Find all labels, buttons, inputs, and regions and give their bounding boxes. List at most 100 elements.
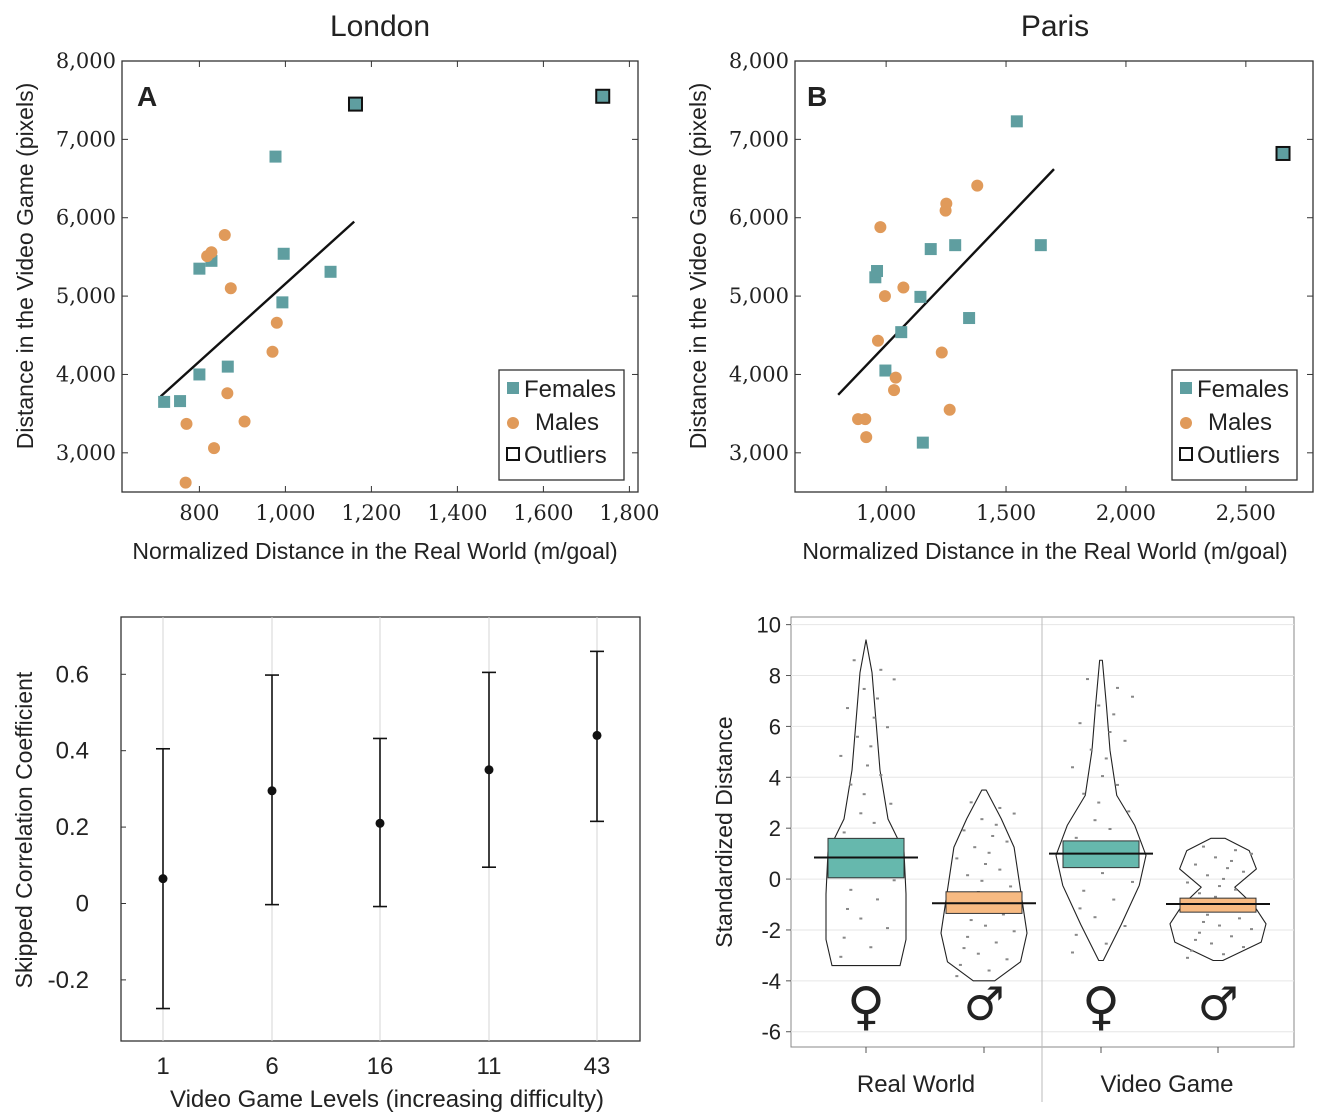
y-tick-label: 0.6 bbox=[56, 661, 89, 688]
x-tick-label: 1,800 bbox=[599, 501, 659, 525]
y-tick-label: 6 bbox=[769, 714, 781, 739]
male-point bbox=[878, 290, 891, 303]
data-dot bbox=[984, 863, 987, 866]
data-dot bbox=[862, 793, 866, 796]
data-dot bbox=[1071, 951, 1074, 954]
male-point bbox=[889, 371, 902, 384]
data-dot bbox=[839, 955, 843, 958]
panel-a-title: London bbox=[330, 10, 430, 43]
y-tick-label: 8,000 bbox=[56, 49, 116, 73]
data-dot bbox=[1123, 925, 1127, 928]
y-tick-label: 8,000 bbox=[729, 49, 789, 73]
female-point bbox=[895, 326, 908, 339]
violin-outline bbox=[1169, 837, 1267, 962]
legend-box bbox=[498, 369, 625, 481]
legend-marker-outliers bbox=[1179, 447, 1193, 461]
data-dot bbox=[842, 831, 846, 834]
data-dot bbox=[1116, 783, 1119, 786]
data-dot bbox=[1116, 686, 1119, 689]
data-dot bbox=[966, 874, 970, 877]
panel-c-ylabel: Skipped Correlation Coefficient bbox=[11, 671, 37, 988]
y-tick-label: 2 bbox=[769, 816, 781, 841]
male-point bbox=[180, 417, 193, 430]
data-dot bbox=[973, 846, 977, 849]
plot-frame bbox=[794, 60, 1314, 493]
data-dot bbox=[1206, 913, 1209, 916]
x-tick-label: 11 bbox=[477, 1053, 502, 1080]
x-tick-label: 1,000 bbox=[255, 501, 315, 525]
data-dot bbox=[846, 707, 849, 710]
data-dot bbox=[1230, 935, 1233, 938]
y-tick-label: -6 bbox=[761, 1020, 781, 1045]
data-dot bbox=[1078, 722, 1082, 725]
data-dot bbox=[966, 935, 970, 938]
legend-marker-males bbox=[507, 417, 519, 429]
data-dot bbox=[1001, 913, 1005, 916]
legend-label: Females bbox=[1197, 376, 1289, 403]
data-dot bbox=[969, 801, 973, 804]
panel-a: London Normalized Distance in the Real W… bbox=[12, 10, 659, 564]
legend-marker-males bbox=[1180, 417, 1192, 429]
data-dot bbox=[1078, 907, 1082, 910]
y-tick-label: -0.2 bbox=[48, 967, 89, 994]
panel-a-plot: 800 1,000 1,200 1,400 1,600 1,800 3,000 4,000 5,… bbox=[56, 49, 660, 525]
y-tick-label: 0.2 bbox=[56, 814, 89, 841]
male-symbol-icon: ♂ bbox=[963, 977, 1004, 1031]
panel-a-ylabel: Distance in the Video Game (pixels) bbox=[12, 83, 38, 449]
legend-label: Females bbox=[524, 376, 616, 403]
outlier-point bbox=[347, 96, 363, 112]
data-dot bbox=[976, 952, 980, 955]
legend-label: Outliers bbox=[524, 442, 607, 469]
data-dot bbox=[1097, 801, 1101, 804]
female-point bbox=[193, 368, 206, 381]
data-dot bbox=[1198, 931, 1201, 934]
data-dot bbox=[849, 888, 853, 891]
panel-a-letter: A bbox=[137, 81, 157, 112]
female-point bbox=[174, 395, 187, 408]
male-point bbox=[935, 346, 948, 359]
data-dot bbox=[1131, 695, 1134, 698]
data-dot bbox=[846, 907, 849, 910]
panel-d-plot: -6 -4 -2 0 2 4 6 8 10 Real World Video Game ♀ ♂ ♀ ♂ bbox=[757, 613, 1295, 1102]
data-dot bbox=[1202, 845, 1205, 848]
data-dot bbox=[955, 857, 959, 860]
data-dot bbox=[862, 687, 866, 690]
data-dot bbox=[1108, 730, 1112, 733]
male-point bbox=[897, 281, 910, 294]
male-symbol-icon: ♂ bbox=[1197, 977, 1238, 1031]
male-point bbox=[940, 197, 953, 210]
y-tick-label: -2 bbox=[761, 918, 781, 943]
data-dot bbox=[1005, 840, 1009, 843]
female-point bbox=[269, 150, 282, 163]
male-point bbox=[238, 415, 251, 428]
fit-line bbox=[159, 220, 356, 398]
data-dot bbox=[1226, 867, 1229, 870]
data-dot bbox=[886, 726, 889, 729]
male-point bbox=[218, 228, 231, 241]
female-point bbox=[1034, 239, 1047, 252]
x-tick-label: 2,000 bbox=[1096, 501, 1156, 525]
female-point bbox=[324, 265, 337, 278]
panel-b-legend: Females Males Outliers bbox=[1171, 369, 1298, 481]
data-dot bbox=[991, 834, 995, 837]
data-dot bbox=[1218, 924, 1221, 927]
panel-c: Video Game Levels (increasing difficulty… bbox=[11, 616, 641, 1113]
female-point bbox=[276, 296, 289, 309]
male-point bbox=[871, 334, 884, 347]
male-point bbox=[221, 387, 234, 400]
data-dot bbox=[1097, 704, 1101, 707]
male-point bbox=[943, 403, 956, 416]
y-tick-label: 5,000 bbox=[56, 284, 116, 308]
data-dot bbox=[1190, 949, 1193, 952]
female-symbol-icon: ♀ bbox=[847, 977, 885, 1037]
mean-point bbox=[267, 786, 277, 796]
female-point bbox=[277, 247, 290, 260]
data-dot bbox=[869, 745, 873, 748]
data-dot bbox=[856, 735, 859, 738]
data-dot bbox=[1242, 946, 1245, 949]
data-dot bbox=[980, 818, 984, 821]
data-dot bbox=[969, 919, 973, 922]
legend-label: Males bbox=[535, 409, 599, 436]
male-point bbox=[179, 476, 192, 489]
